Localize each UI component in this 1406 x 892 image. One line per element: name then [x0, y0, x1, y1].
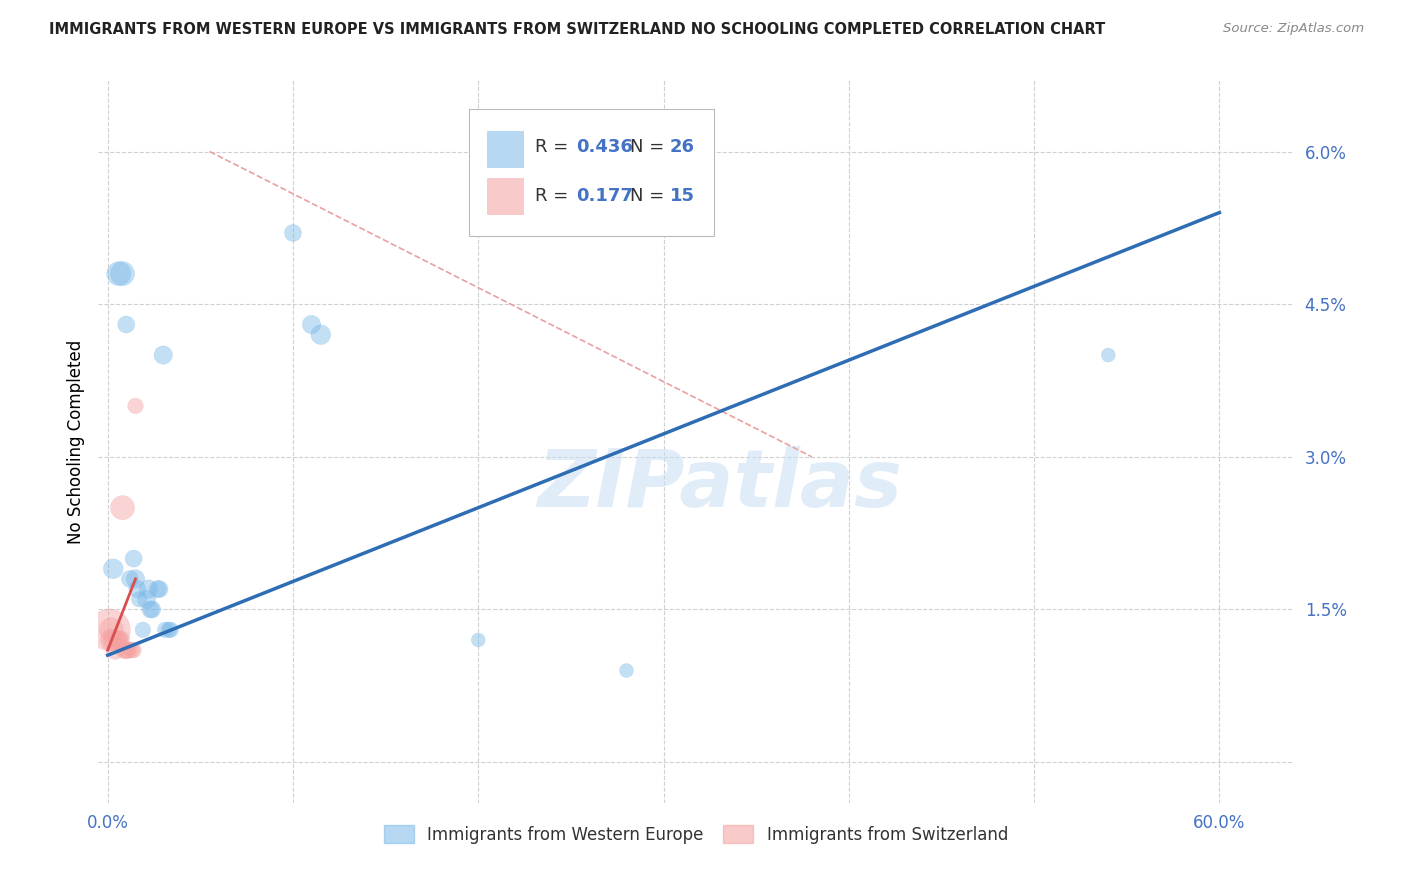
Point — [153, 623, 176, 637]
Point — [104, 643, 127, 657]
Text: IMMIGRANTS FROM WESTERN EUROPE VS IMMIGRANTS FROM SWITZERLAND NO SCHOOLING COMPL: IMMIGRANTS FROM WESTERN EUROPE VS IMMIGR… — [49, 22, 1105, 37]
Point — [124, 572, 146, 586]
Point — [100, 632, 122, 647]
FancyBboxPatch shape — [486, 131, 523, 167]
Point — [146, 582, 169, 596]
Point — [152, 348, 174, 362]
Point — [301, 318, 323, 332]
Text: N =: N = — [630, 187, 665, 205]
Point — [148, 582, 170, 596]
Y-axis label: No Schooling Completed: No Schooling Completed — [66, 340, 84, 543]
Text: 0.436: 0.436 — [576, 138, 633, 156]
Point — [111, 500, 134, 515]
Text: Source: ZipAtlas.com: Source: ZipAtlas.com — [1223, 22, 1364, 36]
Text: R =: R = — [534, 187, 568, 205]
Point — [159, 623, 181, 637]
Point — [117, 643, 139, 657]
Point — [616, 664, 638, 678]
Text: N =: N = — [630, 138, 665, 156]
Point — [139, 602, 162, 616]
Point — [110, 632, 132, 647]
Point — [124, 399, 146, 413]
Point — [105, 632, 128, 647]
Text: ZIPatlas: ZIPatlas — [537, 446, 903, 524]
Point — [98, 623, 121, 637]
FancyBboxPatch shape — [470, 109, 714, 235]
Point — [135, 592, 157, 607]
Text: 26: 26 — [669, 138, 695, 156]
Point — [467, 632, 489, 647]
Point — [141, 602, 163, 616]
Text: 15: 15 — [669, 187, 695, 205]
Point — [121, 643, 143, 657]
Point — [1097, 348, 1119, 362]
Point — [100, 623, 122, 637]
Point — [132, 623, 155, 637]
Point — [122, 551, 145, 566]
Legend: Immigrants from Western Europe, Immigrants from Switzerland: Immigrants from Western Europe, Immigran… — [378, 821, 1014, 848]
Point — [103, 562, 125, 576]
Point — [107, 632, 129, 647]
Point — [127, 582, 149, 596]
Text: 0.177: 0.177 — [576, 187, 633, 205]
FancyBboxPatch shape — [486, 178, 523, 214]
Point — [111, 267, 134, 281]
Point — [112, 643, 135, 657]
Point — [128, 592, 150, 607]
Point — [115, 643, 138, 657]
Point — [107, 267, 129, 281]
Point — [157, 623, 180, 637]
Point — [122, 643, 145, 657]
Point — [309, 327, 332, 342]
Point — [103, 632, 125, 647]
Point — [138, 582, 160, 596]
Point — [118, 572, 141, 586]
Text: R =: R = — [534, 138, 568, 156]
Point — [115, 318, 138, 332]
Point — [281, 226, 304, 240]
